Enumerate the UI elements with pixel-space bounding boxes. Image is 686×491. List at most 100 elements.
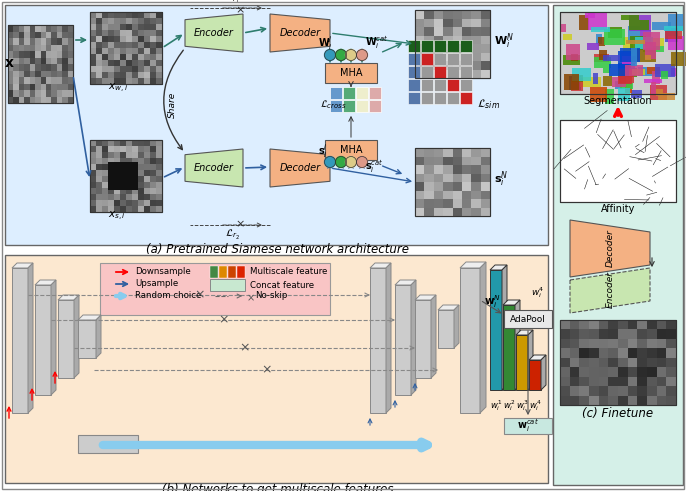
Bar bbox=[132, 66, 139, 73]
Bar bbox=[120, 146, 126, 153]
Circle shape bbox=[346, 50, 357, 60]
Bar bbox=[425, 165, 434, 174]
Bar bbox=[114, 140, 121, 146]
Bar bbox=[138, 182, 145, 189]
Bar bbox=[443, 19, 453, 27]
Bar bbox=[421, 92, 433, 104]
Bar bbox=[14, 38, 19, 45]
Text: $\times$: $\times$ bbox=[235, 219, 245, 229]
Bar bbox=[628, 386, 638, 396]
Bar bbox=[434, 40, 446, 52]
Bar bbox=[560, 320, 570, 330]
Bar bbox=[156, 206, 163, 213]
Bar bbox=[560, 320, 676, 405]
Bar bbox=[637, 348, 648, 358]
Bar bbox=[126, 42, 132, 49]
Bar bbox=[589, 86, 607, 103]
Bar bbox=[40, 25, 47, 32]
Bar bbox=[8, 31, 14, 38]
Bar bbox=[102, 78, 108, 84]
Bar bbox=[19, 97, 25, 104]
Bar bbox=[462, 182, 472, 191]
Bar bbox=[132, 188, 139, 194]
Bar bbox=[102, 18, 108, 25]
Bar bbox=[471, 173, 481, 183]
Bar bbox=[14, 77, 19, 84]
Text: MHA: MHA bbox=[340, 68, 362, 78]
Bar bbox=[569, 386, 580, 396]
Bar bbox=[108, 12, 115, 19]
Bar bbox=[563, 34, 573, 40]
Bar bbox=[503, 305, 515, 390]
Bar bbox=[102, 30, 108, 36]
Bar bbox=[102, 158, 108, 164]
Bar bbox=[460, 40, 472, 52]
Bar bbox=[599, 329, 609, 339]
Bar bbox=[29, 71, 36, 78]
Bar bbox=[481, 157, 490, 165]
Bar bbox=[579, 15, 589, 30]
Bar bbox=[126, 182, 132, 189]
Bar bbox=[637, 329, 648, 339]
Bar bbox=[481, 44, 490, 53]
Bar bbox=[96, 18, 102, 25]
Bar bbox=[19, 83, 25, 90]
Text: $x_{s,i}$: $x_{s,i}$ bbox=[108, 210, 126, 223]
Polygon shape bbox=[411, 280, 416, 395]
Bar bbox=[628, 339, 638, 349]
Bar bbox=[560, 348, 570, 358]
Bar bbox=[108, 36, 115, 43]
Bar bbox=[14, 51, 19, 58]
Bar bbox=[102, 182, 108, 189]
Bar bbox=[150, 146, 156, 153]
Bar bbox=[51, 83, 57, 90]
Bar bbox=[62, 64, 68, 71]
Bar bbox=[560, 339, 570, 349]
Bar bbox=[369, 100, 381, 112]
Bar bbox=[102, 24, 108, 30]
Bar bbox=[114, 18, 121, 25]
Bar bbox=[108, 206, 115, 213]
Bar bbox=[569, 367, 580, 377]
Bar bbox=[637, 358, 648, 368]
Bar bbox=[108, 194, 115, 200]
Bar bbox=[132, 146, 139, 153]
Bar bbox=[35, 51, 41, 58]
Bar bbox=[96, 72, 102, 79]
Bar bbox=[569, 320, 580, 330]
Bar bbox=[144, 200, 150, 207]
Bar bbox=[120, 188, 126, 194]
Bar bbox=[415, 148, 490, 216]
Bar bbox=[68, 64, 73, 71]
Bar bbox=[138, 60, 145, 66]
Bar bbox=[228, 266, 236, 278]
Bar bbox=[625, 65, 643, 76]
Bar bbox=[8, 51, 14, 58]
Bar bbox=[415, 199, 425, 208]
Bar bbox=[462, 191, 472, 199]
Bar bbox=[481, 182, 490, 191]
Bar bbox=[90, 152, 97, 159]
Text: $\times$: $\times$ bbox=[261, 363, 272, 377]
Bar bbox=[8, 71, 14, 78]
Bar bbox=[415, 10, 490, 78]
Bar bbox=[415, 19, 425, 27]
Bar bbox=[96, 60, 102, 66]
Bar bbox=[120, 194, 126, 200]
Bar bbox=[618, 386, 628, 396]
Bar bbox=[90, 140, 162, 212]
Bar bbox=[668, 36, 685, 50]
Bar bbox=[619, 69, 634, 83]
Bar bbox=[138, 54, 145, 60]
Bar bbox=[421, 53, 433, 65]
Bar bbox=[608, 27, 622, 38]
Bar bbox=[408, 40, 420, 52]
Bar bbox=[138, 24, 145, 30]
Bar bbox=[572, 75, 583, 82]
Bar bbox=[108, 30, 115, 36]
Bar bbox=[156, 194, 163, 200]
Bar bbox=[138, 78, 145, 84]
Bar bbox=[589, 377, 599, 386]
Bar bbox=[35, 97, 41, 104]
Bar bbox=[425, 191, 434, 199]
